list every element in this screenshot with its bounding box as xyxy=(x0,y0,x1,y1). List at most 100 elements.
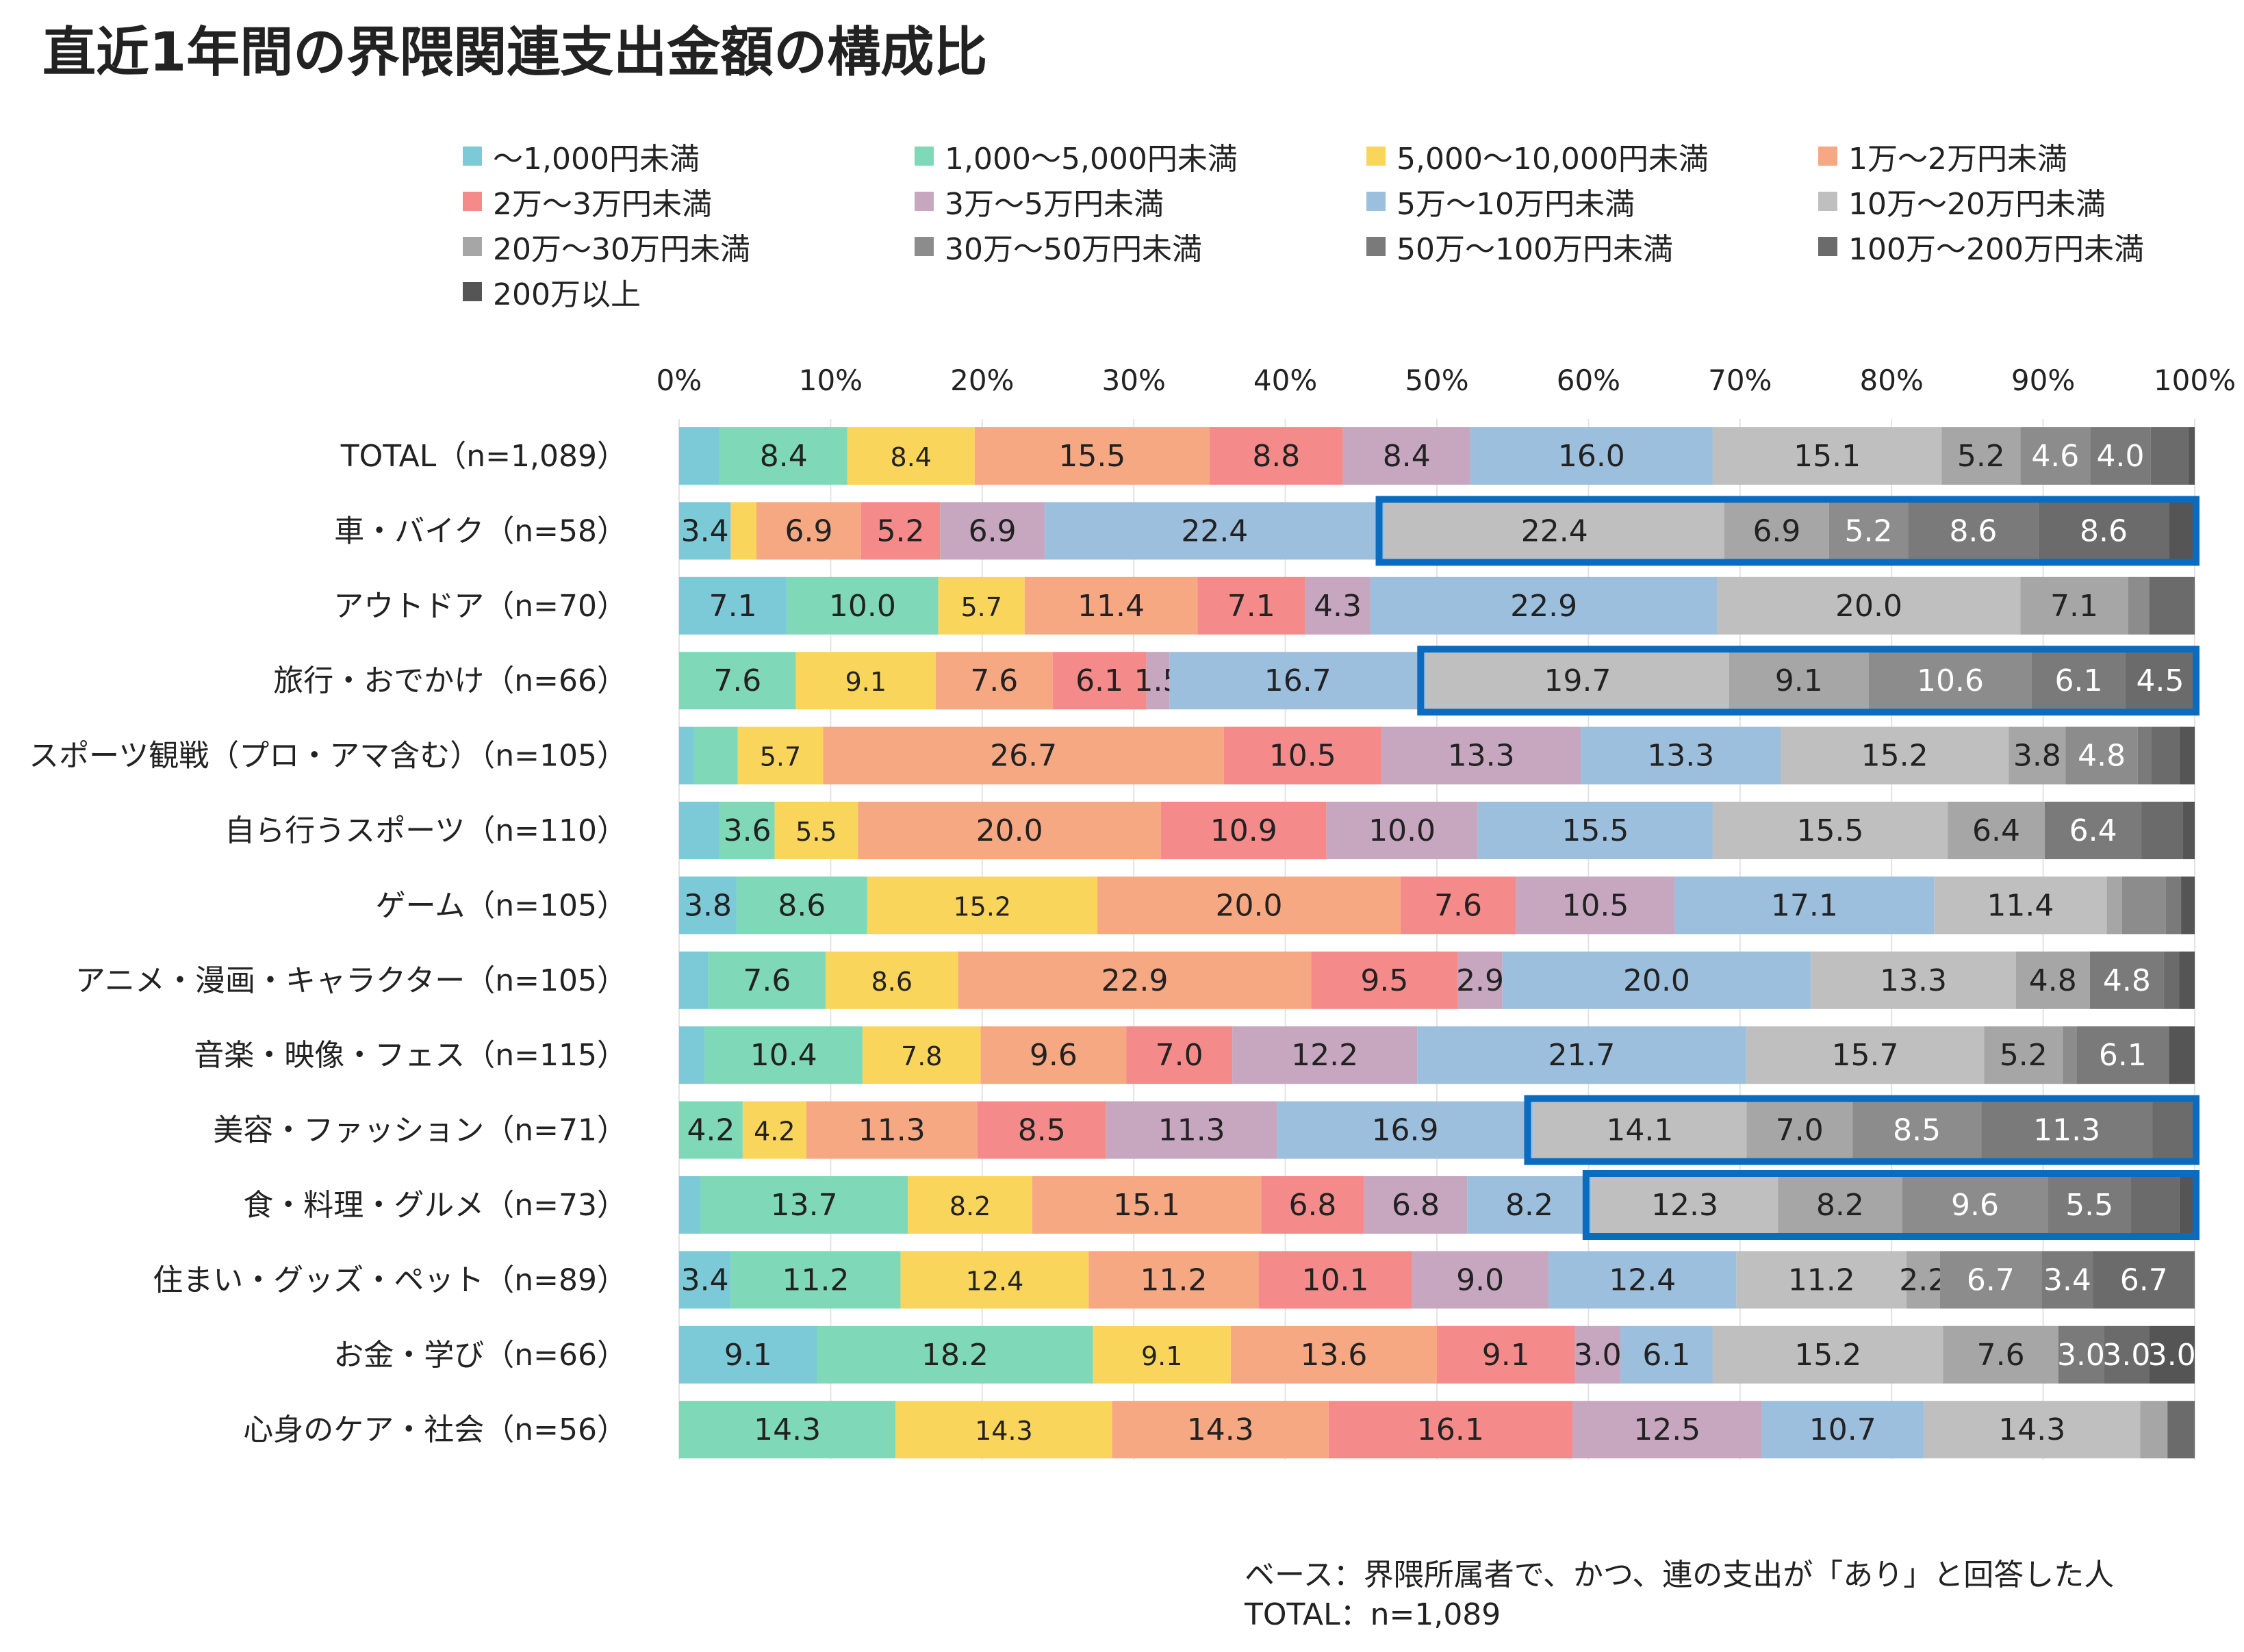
legend-item: 1万～2万円未満 xyxy=(1818,134,2067,178)
data-label: 9.6 xyxy=(1030,1038,1078,1073)
data-label: 8.6 xyxy=(1949,513,1997,548)
data-label: 8.2 xyxy=(1816,1188,1864,1223)
data-label: 6.4 xyxy=(2069,813,2117,848)
data-label: 7.0 xyxy=(1156,1038,1203,1073)
bar-segment xyxy=(1941,427,2021,485)
bar-segment xyxy=(2165,876,2182,935)
bar-segment xyxy=(1088,1251,1259,1309)
data-label: 5.5 xyxy=(2065,1188,2113,1223)
bar-segment xyxy=(2076,1026,2169,1084)
data-label: 9.1 xyxy=(1775,663,1823,698)
bar-segment xyxy=(1746,1101,1853,1159)
data-label: 11.4 xyxy=(1078,589,1145,624)
bar-segment xyxy=(700,1176,908,1234)
bar-segment xyxy=(679,802,720,859)
data-label: 22.4 xyxy=(1521,513,1588,548)
bar-segment xyxy=(1126,1026,1233,1084)
bar-segment xyxy=(2179,1176,2195,1234)
legend-swatch xyxy=(1818,237,1837,256)
data-label: 7.1 xyxy=(2050,589,2098,624)
data-label: 4.0 xyxy=(2097,439,2145,474)
bar-segment xyxy=(938,576,1025,635)
bar-segment xyxy=(737,726,824,785)
data-label: 10.5 xyxy=(1269,739,1336,774)
bar-segment xyxy=(1934,876,2107,935)
bar-segment xyxy=(679,1101,743,1159)
data-label: 20.0 xyxy=(1835,589,1902,624)
highlight-box xyxy=(1417,646,2200,716)
data-label: 11.3 xyxy=(2033,1113,2100,1148)
bar-segment xyxy=(756,502,861,560)
footnotes: ベース：界隈所属者で、かつ、連の支出が「あり」と回答した人 TOTAL：n=1,… xyxy=(1245,1555,2114,1635)
category-label: ゲーム（n=105） xyxy=(376,888,627,923)
data-label: 16.0 xyxy=(1558,439,1625,474)
data-label: 14.3 xyxy=(1998,1412,2065,1447)
data-label: 6.1 xyxy=(1075,663,1123,698)
bar-segment xyxy=(1717,576,2021,635)
data-label: 10.9 xyxy=(1210,813,1277,848)
bar-segment xyxy=(1364,1176,1468,1234)
data-label: 10.4 xyxy=(750,1038,817,1073)
bar-segment xyxy=(787,576,939,635)
bar-segment xyxy=(2121,876,2166,935)
data-label: 10.0 xyxy=(1368,813,1436,848)
legend-swatch xyxy=(463,237,482,256)
bar-segment xyxy=(2169,502,2195,560)
legend-item: 3万～5万円未満 xyxy=(915,179,1164,223)
bar-segment xyxy=(2169,1026,2195,1084)
data-label: 15.1 xyxy=(1113,1188,1180,1223)
data-label: 14.3 xyxy=(1187,1412,1254,1447)
x-tick-label: 50% xyxy=(1405,364,1468,397)
bar-segment xyxy=(2140,1401,2168,1459)
legend-label: 3万～5万円未満 xyxy=(945,187,1164,222)
bar-segment xyxy=(1470,427,1713,485)
bar-segment xyxy=(977,1101,1106,1159)
data-label: 6.1 xyxy=(2099,1038,2147,1073)
legend-label: 20万～30万円未満 xyxy=(493,232,750,267)
bar-segment xyxy=(2048,1176,2132,1234)
bar-segment xyxy=(1197,576,1305,635)
data-label: 11.4 xyxy=(1987,888,2054,923)
bar-segment xyxy=(2106,876,2122,935)
bar-segment xyxy=(858,802,1162,859)
base-note: ベース：界隈所属者で、かつ、連の支出が「あり」と回答した人 xyxy=(1245,1558,2115,1592)
bar-segment xyxy=(1169,652,1427,710)
data-label: 19.7 xyxy=(1544,663,1611,698)
bar-segment xyxy=(980,1026,1127,1084)
data-label: 8.6 xyxy=(871,967,913,997)
bar-segment xyxy=(1924,1401,2141,1459)
bar-segment xyxy=(958,951,1312,1009)
legend-item: 30万～50万円未満 xyxy=(915,225,1202,268)
data-label: 9.1 xyxy=(724,1338,772,1373)
data-label: 15.2 xyxy=(1861,739,1928,774)
legend-item: 10万～20万円未満 xyxy=(1818,179,2106,223)
data-label: 20.0 xyxy=(1215,888,1282,923)
category-label: アニメ・漫画・キャラクター（n=105） xyxy=(75,963,627,998)
bar-segment xyxy=(2182,802,2195,859)
x-tick-label: 10% xyxy=(799,364,863,397)
bar-segment xyxy=(1724,502,1829,560)
bar-segment xyxy=(2179,951,2195,1009)
highlight-box xyxy=(1524,1095,2200,1165)
bar-segment xyxy=(1426,652,1729,710)
bar-segment xyxy=(1712,1325,1943,1384)
data-label: 9.1 xyxy=(1141,1341,1182,1371)
total-note: TOTAL：n=1,089 xyxy=(1245,1597,1501,1632)
bar-segment xyxy=(1906,1251,1940,1309)
bar-segment xyxy=(1502,951,1811,1009)
x-tick-label: 90% xyxy=(2011,364,2075,397)
data-label: 22.9 xyxy=(1101,963,1169,998)
data-label: 14.1 xyxy=(1606,1113,1673,1148)
bar-segment xyxy=(679,652,796,710)
x-tick-label: 30% xyxy=(1102,364,1166,397)
bar-segment xyxy=(742,1101,806,1159)
data-label: 3.8 xyxy=(2013,739,2061,774)
legend-label: ～1,000円未満 xyxy=(493,142,700,177)
bar-segment xyxy=(1370,576,1718,635)
data-label: 14.3 xyxy=(754,1412,821,1447)
bar-segment xyxy=(1024,576,1198,635)
data-label: 6.4 xyxy=(1972,813,2020,848)
legend-label: 5万～10万円未満 xyxy=(1397,187,1635,222)
legend-label: 30万～50万円未満 xyxy=(945,232,1202,267)
